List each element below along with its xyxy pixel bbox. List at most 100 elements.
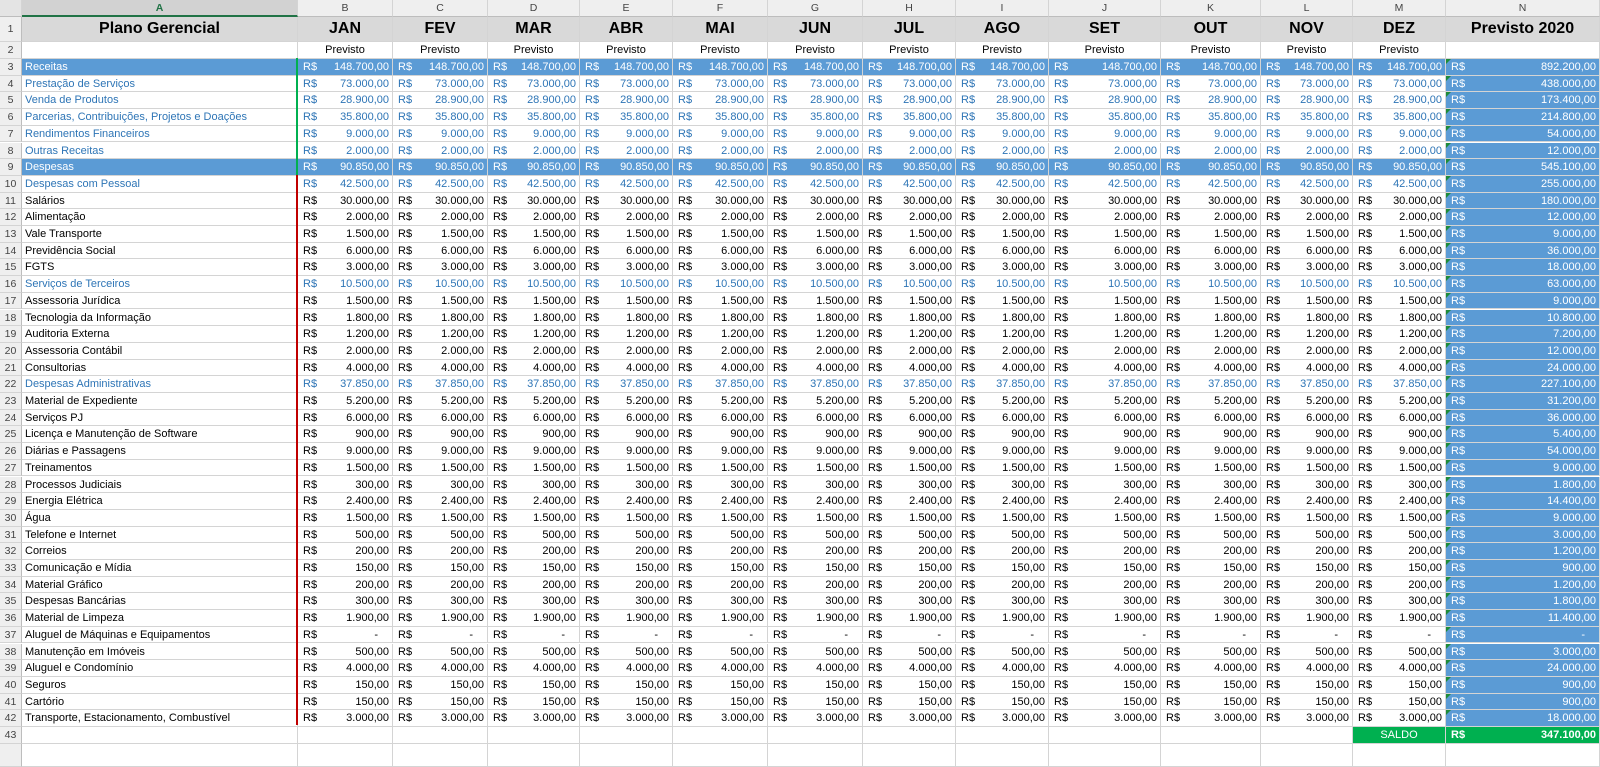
value-cell[interactable]: R$ 37.850,00 bbox=[956, 376, 1049, 393]
value-cell[interactable]: R$ 5.200,00 bbox=[393, 393, 488, 410]
value-cell[interactable]: R$ 10.500,00 bbox=[1049, 276, 1161, 293]
value-cell[interactable]: R$ 1.900,00 bbox=[863, 610, 956, 627]
value-cell[interactable]: R$ 35.800,00 bbox=[768, 109, 863, 126]
value-cell[interactable]: R$ 300,00 bbox=[1261, 476, 1353, 494]
value-cell[interactable]: R$ 1.800,00 bbox=[956, 309, 1049, 327]
value-cell[interactable]: R$ 2.000,00 bbox=[673, 209, 768, 226]
value-cell[interactable]: R$ 900,00 bbox=[1353, 426, 1446, 444]
value-cell[interactable]: R$ 30.000,00 bbox=[298, 192, 393, 210]
value-cell[interactable]: R$ 6.000,00 bbox=[1261, 242, 1353, 260]
value-cell[interactable]: R$ 30.000,00 bbox=[956, 192, 1049, 210]
row-header[interactable]: 5 bbox=[0, 92, 22, 110]
annual-total-cell[interactable]: R$ 31.200,00 bbox=[1446, 393, 1600, 410]
account-label-cell[interactable]: Assessoria Contábil bbox=[22, 342, 298, 360]
value-cell[interactable]: R$ 10.500,00 bbox=[863, 276, 956, 293]
row-header[interactable]: 24 bbox=[0, 409, 22, 427]
value-cell[interactable]: R$ 73.000,00 bbox=[1161, 75, 1261, 93]
value-cell[interactable]: R$ 200,00 bbox=[580, 543, 673, 560]
value-cell[interactable]: R$ 9.000,00 bbox=[580, 125, 673, 143]
value-cell[interactable]: R$ 900,00 bbox=[298, 426, 393, 444]
value-cell[interactable]: R$ 150,00 bbox=[673, 676, 768, 694]
empty-cell[interactable] bbox=[1446, 42, 1600, 59]
value-cell[interactable]: R$ 9.000,00 bbox=[580, 443, 673, 460]
value-cell[interactable]: R$ 9.000,00 bbox=[298, 443, 393, 460]
value-cell[interactable]: R$ 500,00 bbox=[768, 526, 863, 544]
value-cell[interactable]: R$ 200,00 bbox=[298, 543, 393, 560]
annual-total-cell[interactable]: R$ 12.000,00 bbox=[1446, 342, 1600, 360]
annual-total-cell[interactable]: R$ 36.000,00 bbox=[1446, 242, 1600, 260]
value-cell[interactable]: R$ 300,00 bbox=[768, 476, 863, 494]
value-cell[interactable]: R$ 1.800,00 bbox=[768, 309, 863, 327]
column-header-d[interactable]: D bbox=[488, 0, 580, 17]
empty-cell[interactable] bbox=[393, 727, 488, 744]
column-header-i[interactable]: I bbox=[956, 0, 1049, 17]
annual-total-cell[interactable]: R$ 892.200,00 bbox=[1446, 59, 1600, 76]
column-header-c[interactable]: C bbox=[393, 0, 488, 17]
annual-total-cell[interactable]: R$ 173.400,00 bbox=[1446, 92, 1600, 110]
value-cell[interactable]: R$ 200,00 bbox=[1161, 543, 1261, 560]
value-cell[interactable]: R$ 150,00 bbox=[488, 560, 580, 577]
value-cell[interactable]: R$ 1.900,00 bbox=[298, 610, 393, 627]
annual-total-cell[interactable]: R$ 24.000,00 bbox=[1446, 359, 1600, 377]
empty-cell[interactable] bbox=[1161, 744, 1261, 767]
value-cell[interactable]: R$ 30.000,00 bbox=[393, 192, 488, 210]
value-cell[interactable]: R$ 300,00 bbox=[956, 593, 1049, 611]
value-cell[interactable]: R$ 150,00 bbox=[393, 560, 488, 577]
value-cell[interactable]: R$ 3.000,00 bbox=[768, 710, 863, 727]
row-header[interactable]: 29 bbox=[0, 493, 22, 510]
value-cell[interactable]: R$ 2.000,00 bbox=[673, 142, 768, 160]
value-cell[interactable]: R$ 3.000,00 bbox=[1049, 710, 1161, 727]
annual-total-cell[interactable]: R$ 227.100,00 bbox=[1446, 376, 1600, 393]
account-label-cell[interactable]: Salários bbox=[22, 192, 298, 210]
value-cell[interactable]: R$ 2.000,00 bbox=[580, 209, 673, 226]
value-cell[interactable]: R$ 42.500,00 bbox=[956, 175, 1049, 193]
value-cell[interactable]: R$ 1.500,00 bbox=[298, 226, 393, 243]
month-header-set[interactable]: SET bbox=[1049, 17, 1161, 42]
saldo-value-cell[interactable]: R$ 347.100,00 bbox=[1446, 727, 1600, 744]
column-header-e[interactable]: E bbox=[580, 0, 673, 17]
value-cell[interactable]: R$ 1.500,00 bbox=[488, 509, 580, 527]
value-cell[interactable]: R$ 1.500,00 bbox=[298, 459, 393, 477]
value-cell[interactable]: R$ 300,00 bbox=[488, 593, 580, 611]
value-cell[interactable]: R$ 300,00 bbox=[768, 593, 863, 611]
month-header-jun[interactable]: JUN bbox=[768, 17, 863, 42]
value-cell[interactable]: R$ 10.500,00 bbox=[298, 276, 393, 293]
value-cell[interactable]: R$ 200,00 bbox=[863, 543, 956, 560]
value-cell[interactable]: R$ 200,00 bbox=[956, 576, 1049, 594]
value-cell[interactable]: R$ 2.000,00 bbox=[1353, 142, 1446, 160]
value-cell[interactable]: R$ 5.200,00 bbox=[956, 393, 1049, 410]
row-header[interactable]: 7 bbox=[0, 125, 22, 143]
row-header[interactable]: 30 bbox=[0, 509, 22, 527]
value-cell[interactable]: R$ 6.000,00 bbox=[393, 242, 488, 260]
value-cell[interactable]: R$ 150,00 bbox=[863, 693, 956, 711]
annual-total-cell[interactable]: R$ 24.000,00 bbox=[1446, 660, 1600, 677]
row-header[interactable]: 23 bbox=[0, 393, 22, 410]
row-header[interactable]: 39 bbox=[0, 660, 22, 677]
value-cell[interactable]: R$ 90.850,00 bbox=[768, 159, 863, 176]
value-cell[interactable]: R$ 30.000,00 bbox=[1161, 192, 1261, 210]
value-cell[interactable]: R$ 1.200,00 bbox=[580, 326, 673, 343]
account-label-cell[interactable]: Despesas com Pessoal bbox=[22, 175, 298, 193]
empty-cell[interactable] bbox=[22, 727, 298, 744]
value-cell[interactable]: R$ 42.500,00 bbox=[298, 175, 393, 193]
annual-total-cell[interactable]: R$ 36.000,00 bbox=[1446, 409, 1600, 427]
annual-total-cell[interactable]: R$ 18.000,00 bbox=[1446, 259, 1600, 277]
value-cell[interactable]: R$ 37.850,00 bbox=[488, 376, 580, 393]
value-cell[interactable]: R$ 28.900,00 bbox=[1353, 92, 1446, 110]
column-header-m[interactable]: M bbox=[1353, 0, 1446, 17]
value-cell[interactable]: R$ 150,00 bbox=[1261, 676, 1353, 694]
account-label-cell[interactable]: Correios bbox=[22, 543, 298, 560]
value-cell[interactable]: R$ 1.500,00 bbox=[298, 509, 393, 527]
value-cell[interactable]: R$ 10.500,00 bbox=[956, 276, 1049, 293]
annual-total-cell[interactable]: R$ 54.000,00 bbox=[1446, 125, 1600, 143]
value-cell[interactable]: R$ 5.200,00 bbox=[1261, 393, 1353, 410]
value-cell[interactable]: R$ 4.000,00 bbox=[1049, 660, 1161, 677]
value-cell[interactable]: R$ 1.800,00 bbox=[1049, 309, 1161, 327]
annual-total-cell[interactable]: R$ 63.000,00 bbox=[1446, 276, 1600, 293]
value-cell[interactable]: R$ 42.500,00 bbox=[1261, 175, 1353, 193]
month-header-mai[interactable]: MAI bbox=[673, 17, 768, 42]
value-cell[interactable]: R$ 3.000,00 bbox=[488, 259, 580, 277]
value-cell[interactable]: R$ - bbox=[1161, 626, 1261, 644]
value-cell[interactable]: R$ 1.500,00 bbox=[1161, 226, 1261, 243]
value-cell[interactable]: R$ 500,00 bbox=[580, 643, 673, 661]
